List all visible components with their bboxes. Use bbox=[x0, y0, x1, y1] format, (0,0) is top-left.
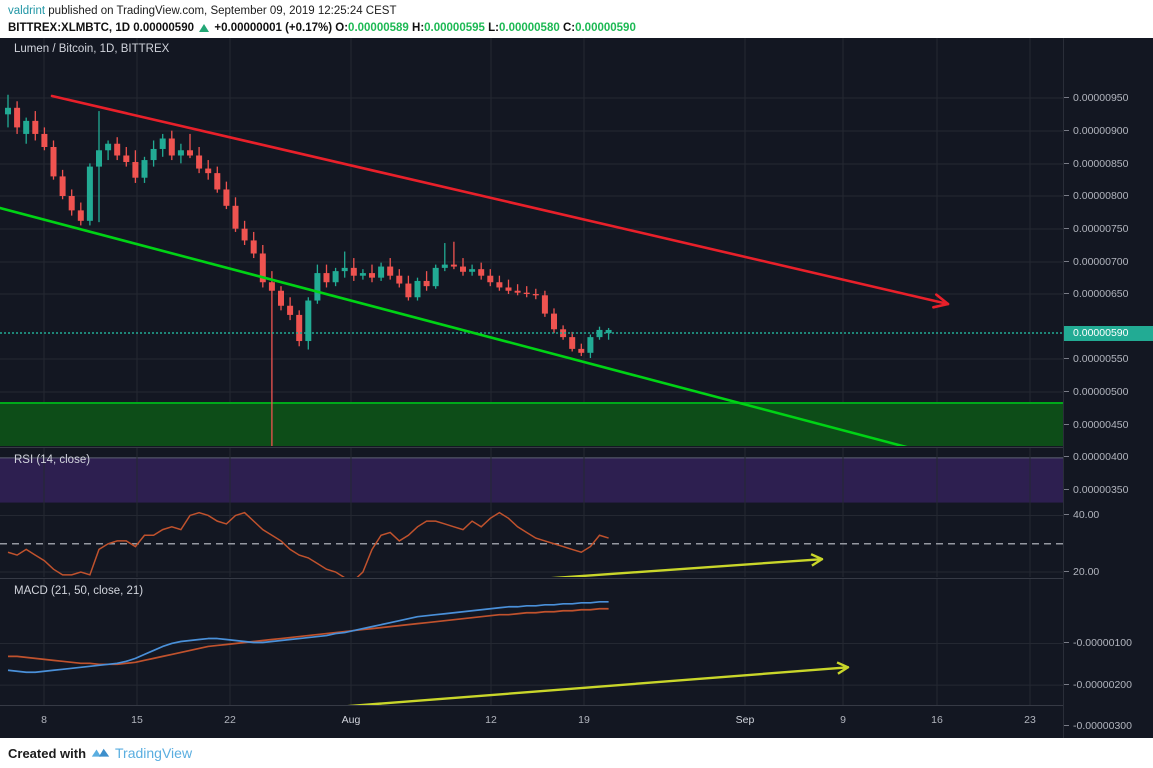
last-price: 0.00000590 bbox=[133, 22, 194, 34]
high-label: H: bbox=[412, 22, 425, 34]
chart-footer: Created with TradingView bbox=[0, 738, 1153, 768]
close-value: 0.00000590 bbox=[575, 22, 636, 34]
low-value: 0.00000580 bbox=[498, 22, 560, 34]
high-value: 0.00000595 bbox=[424, 22, 485, 34]
price-axis-tick: 40.00 bbox=[1064, 508, 1153, 522]
time-axis-tick: 8 bbox=[41, 714, 47, 726]
pane-stack[interactable]: Lumen / Bitcoin, 1D, BITTREX RSI (14, cl… bbox=[0, 38, 1063, 738]
price-axis-tick: 0.00000650 bbox=[1064, 287, 1153, 301]
publish-line: valdrint published on TradingView.com, S… bbox=[8, 4, 1153, 19]
symbol-quote-line: BITTREX:XLMBTC, 1D 0.00000590 +0.0000000… bbox=[8, 20, 1153, 36]
price-axis-tick: 0.00000550 bbox=[1064, 352, 1153, 366]
price-axis-tick: -0.00000100 bbox=[1064, 636, 1153, 650]
current-price-label[interactable]: 0.00000590 bbox=[1064, 326, 1153, 341]
rsi-plot bbox=[0, 448, 1063, 577]
time-axis-tick: 15 bbox=[131, 714, 143, 726]
tradingview-logo-icon bbox=[91, 748, 110, 757]
time-axis-tick: 9 bbox=[840, 714, 846, 726]
time-axis-tick: 23 bbox=[1024, 714, 1036, 726]
price-axis-tick: 0.00000950 bbox=[1064, 91, 1153, 105]
price-axis-tick: 0.00000400 bbox=[1064, 450, 1153, 464]
price-axis-tick: 0.00000850 bbox=[1064, 157, 1153, 171]
author-name[interactable]: valdrint bbox=[8, 5, 46, 17]
time-axis-tick: 22 bbox=[224, 714, 236, 726]
price-change: +0.00000001 (+0.17%) bbox=[214, 22, 333, 34]
rsi-pane[interactable]: RSI (14, close) bbox=[0, 447, 1063, 577]
chart-header: valdrint published on TradingView.com, S… bbox=[0, 0, 1153, 38]
price-axis-tick: 0.00000750 bbox=[1064, 222, 1153, 236]
price-axis-tick: 20.00 bbox=[1064, 565, 1153, 579]
price-axis-tick: -0.00000200 bbox=[1064, 678, 1153, 692]
symbol-ticker[interactable]: BITTREX:XLMBTC, 1D bbox=[8, 22, 131, 34]
macd-pane[interactable]: MACD (21, 50, close, 21) bbox=[0, 578, 1063, 705]
chart-area[interactable]: Lumen / Bitcoin, 1D, BITTREX RSI (14, cl… bbox=[0, 38, 1153, 738]
price-axis[interactable]: 0.00000950 0.00000900 0.00000850 0.00000800… bbox=[1063, 38, 1153, 738]
price-axis-tick: 0.00000350 bbox=[1064, 483, 1153, 497]
price-axis-tick: 0.00000800 bbox=[1064, 189, 1153, 203]
price-axis-tick: 0.00000450 bbox=[1064, 418, 1153, 432]
tradingview-wordmark[interactable]: TradingView bbox=[115, 745, 193, 761]
publish-text: published on TradingView.com, September … bbox=[45, 5, 397, 17]
time-axis-tick: Aug bbox=[341, 714, 361, 726]
open-value: 0.00000589 bbox=[348, 22, 409, 34]
time-axis-tick: Sep bbox=[735, 714, 755, 726]
time-axis-tick: 19 bbox=[578, 714, 590, 726]
time-axis[interactable]: 8 15 22 Aug 12 19 Sep 9 16 23 bbox=[0, 705, 1063, 738]
macd-legend[interactable]: MACD (21, 50, close, 21) bbox=[14, 585, 144, 597]
close-label: C: bbox=[562, 22, 576, 34]
time-axis-tick: 12 bbox=[485, 714, 497, 726]
macd-plot bbox=[0, 579, 1063, 705]
price-pane[interactable]: Lumen / Bitcoin, 1D, BITTREX bbox=[0, 38, 1063, 446]
open-label: O: bbox=[335, 22, 349, 34]
created-with-label: Created with bbox=[8, 745, 87, 761]
low-label: L: bbox=[488, 22, 499, 34]
rsi-legend[interactable]: RSI (14, close) bbox=[14, 454, 91, 466]
price-series-legend[interactable]: Lumen / Bitcoin, 1D, BITTREX bbox=[14, 43, 170, 55]
price-axis-tick: 0.00000900 bbox=[1064, 124, 1153, 138]
arrow-up-icon bbox=[199, 24, 210, 32]
time-axis-tick: 16 bbox=[931, 714, 943, 726]
price-axis-tick: 0.00000500 bbox=[1064, 385, 1153, 399]
price-axis-tick: -0.00000300 bbox=[1064, 719, 1153, 733]
price-plot bbox=[0, 38, 1063, 446]
price-axis-tick: 0.00000700 bbox=[1064, 255, 1153, 269]
